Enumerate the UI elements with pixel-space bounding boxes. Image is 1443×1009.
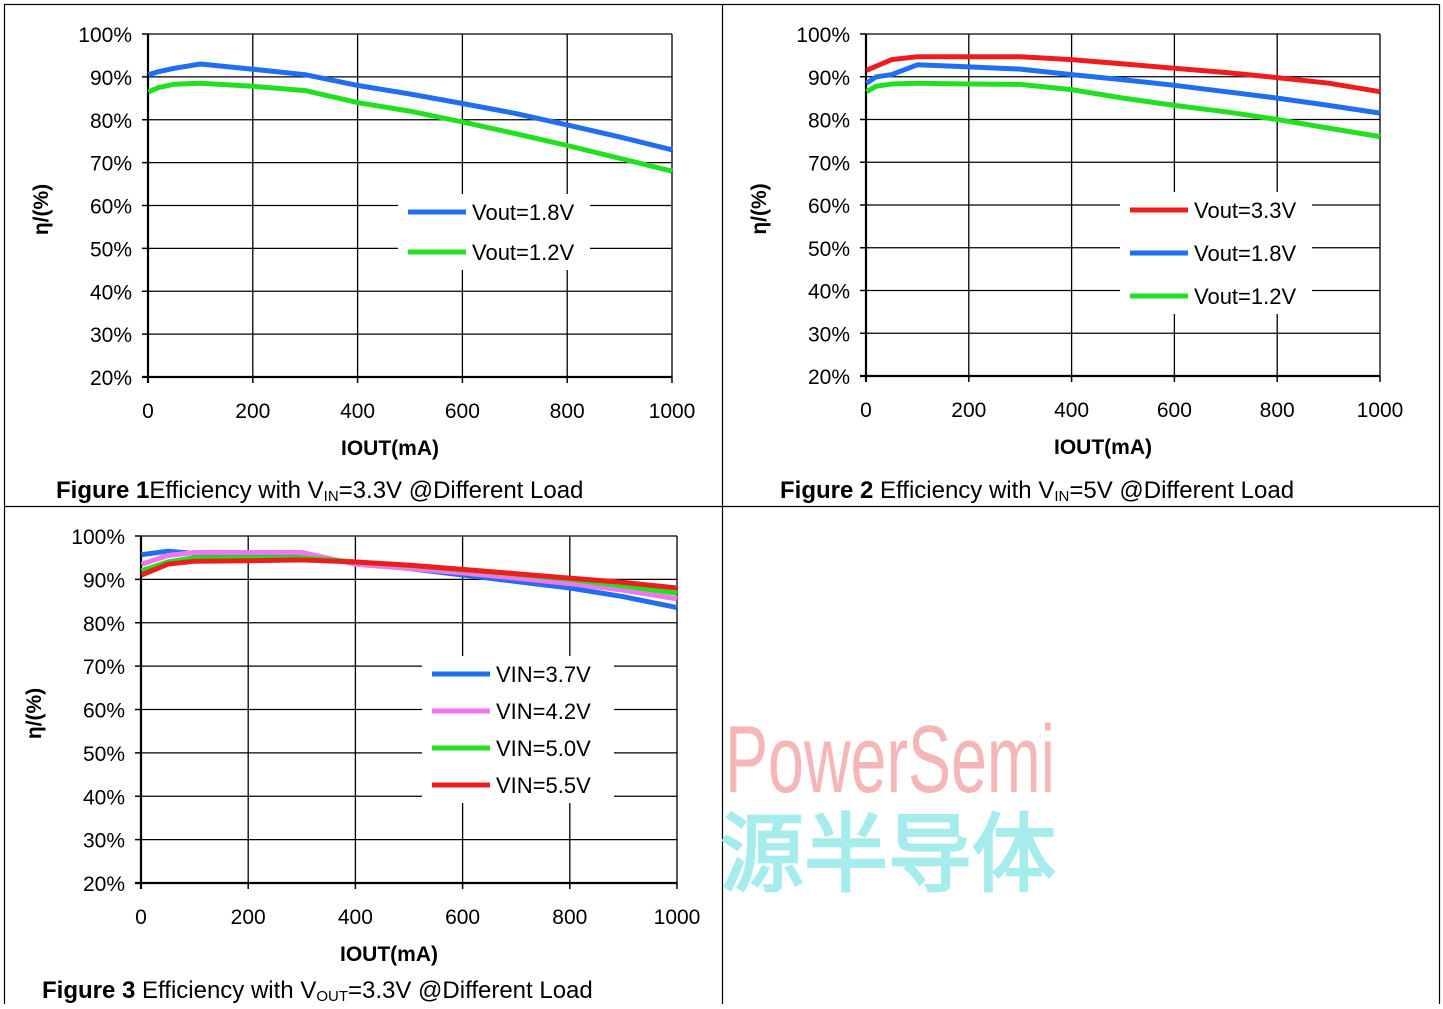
y-tick-label: 30% — [83, 830, 125, 853]
y-tick-label: 90% — [83, 569, 125, 592]
series-line-2 — [865, 62, 1381, 116]
legend-background — [398, 194, 590, 270]
y-tick-label: 50% — [90, 238, 132, 261]
captions: Figure 1Efficiency with VIN=3.3V @Differ… — [42, 477, 1294, 1005]
x-tick-label: 800 — [1260, 399, 1295, 422]
y-tick-label: 80% — [90, 110, 132, 133]
y-tick-label: 80% — [83, 613, 125, 636]
y-tick-label: 80% — [808, 110, 850, 133]
y-axis-title: η/(%) — [748, 183, 771, 234]
series-line-2 — [147, 80, 673, 174]
chart-1: 20% 30% 40% 50% 60% 70% 80% 90% 100% 0 200 400 600 80… — [30, 24, 695, 460]
x-tick-label: 1000 — [654, 906, 701, 929]
caption-2-pre: Efficiency with V — [873, 477, 1054, 504]
caption-3-post: =3.3V @Different Load — [348, 977, 593, 1004]
legend-label: Vout=1.2V — [1194, 284, 1296, 309]
caption-1-pre: Efficiency with V — [149, 477, 323, 504]
y-tick-label: 40% — [808, 281, 850, 304]
y-tick-label: 100% — [796, 24, 850, 47]
x-tick-label: 400 — [338, 906, 373, 929]
series-line-3 — [865, 80, 1381, 140]
y-tick-label: 70% — [90, 153, 132, 176]
legend-label: VIN=4.2V — [496, 699, 591, 724]
x-tick-label: 600 — [1157, 399, 1192, 422]
y-tick-label: 70% — [808, 152, 850, 175]
legend-label: Vout=1.2V — [472, 240, 574, 265]
x-tick-label: 400 — [1054, 399, 1089, 422]
y-tick-label: 60% — [83, 700, 125, 723]
y-tick-label: 100% — [71, 526, 125, 549]
x-axis-title: IOUT(mA) — [1054, 436, 1152, 459]
y-tick-label: 60% — [808, 195, 850, 218]
series-line-2 — [140, 550, 678, 602]
x-tick-label: 600 — [445, 400, 480, 423]
x-tick-label: 800 — [552, 906, 587, 929]
legend-background — [422, 656, 614, 803]
caption-1-sub: IN — [324, 488, 339, 505]
caption-2-post: =5V @Different Load — [1069, 477, 1294, 504]
y-tick-label: 100% — [78, 24, 132, 47]
legend-label: Vout=1.8V — [1194, 241, 1296, 266]
watermark-latin: PowerSemi — [725, 706, 1055, 813]
caption-3-sub: OUT — [316, 988, 348, 1004]
caption-3-pre: Efficiency with V — [135, 977, 316, 1004]
y-tick-label: 90% — [90, 67, 132, 90]
caption-figure-2: Figure 2 Efficiency with VIN=5V @Differe… — [780, 477, 1294, 505]
chart-2: 20% 30% 40% 50% 60% 70% 80% 90% 100% 0 200 400 600 80… — [748, 24, 1403, 459]
legend: Vout=3.3V Vout=1.8V Vout=1.2V — [1120, 192, 1312, 314]
caption-figure-3: Figure 3 Efficiency with VOUT=3.3V @Diff… — [42, 977, 593, 1004]
legend-label: VIN=5.0V — [496, 736, 591, 761]
y-tick-label: 20% — [808, 366, 850, 389]
x-tick-label: 1000 — [649, 400, 696, 423]
caption-2-bold: Figure 2 — [780, 477, 873, 504]
caption-3-bold: Figure 3 — [42, 977, 135, 1004]
watermark: PowerSemi 源半导体 — [720, 706, 1056, 903]
y-axis-title: η/(%) — [23, 688, 46, 739]
x-tick-label: 200 — [235, 400, 270, 423]
legend-label: VIN=5.5V — [496, 773, 591, 798]
legend-label: Vout=1.8V — [472, 200, 574, 225]
x-tick-label: 400 — [340, 400, 375, 423]
x-tick-label: 0 — [135, 906, 147, 929]
y-tick-label: 50% — [83, 743, 125, 766]
series-line-1 — [147, 61, 673, 153]
caption-1-post: =3.3V @Different Load — [339, 477, 584, 504]
x-tick-label: 800 — [550, 400, 585, 423]
y-tick-label: 30% — [90, 324, 132, 347]
legend-label: VIN=3.7V — [496, 662, 591, 687]
caption-2-sub: IN — [1054, 488, 1069, 505]
caption-1-bold: Figure 1 — [56, 477, 149, 504]
y-tick-label: 20% — [90, 367, 132, 390]
watermark-cjk: 源半导体 — [720, 807, 1056, 903]
legend: VIN=3.7V VIN=4.2V VIN=5.0V VIN=5.5V — [422, 656, 614, 803]
y-tick-label: 90% — [808, 67, 850, 90]
y-tick-label: 40% — [90, 281, 132, 304]
y-tick-label: 70% — [83, 656, 125, 679]
x-tick-label: 0 — [142, 400, 154, 423]
caption-figure-1: Figure 1Efficiency with VIN=3.3V @Differ… — [56, 477, 583, 505]
y-tick-label: 30% — [808, 323, 850, 346]
series-line-1 — [865, 54, 1381, 95]
y-tick-label: 20% — [83, 873, 125, 896]
charts-layer: 20% 30% 40% 50% 60% 70% 80% 90% 100% 0 200 400 600 80… — [23, 24, 1403, 966]
y-axis-title: η/(%) — [30, 184, 53, 235]
y-tick-label: 40% — [83, 786, 125, 809]
x-tick-label: 0 — [860, 399, 872, 422]
y-tick-label: 60% — [90, 196, 132, 219]
x-tick-label: 1000 — [1357, 399, 1404, 422]
chart-3: 20% 30% 40% 50% 60% 70% 80% 90% 100% 0 200 400 600 80… — [23, 526, 700, 966]
x-tick-label: 200 — [951, 399, 986, 422]
x-tick-label: 200 — [231, 906, 266, 929]
x-axis-title: IOUT(mA) — [340, 943, 438, 966]
x-tick-label: 600 — [445, 906, 480, 929]
x-axis-title: IOUT(mA) — [341, 437, 439, 460]
y-tick-label: 50% — [808, 238, 850, 261]
legend: Vout=1.8V Vout=1.2V — [398, 194, 590, 270]
series-line-4 — [140, 557, 678, 591]
legend-label: Vout=3.3V — [1194, 198, 1296, 223]
